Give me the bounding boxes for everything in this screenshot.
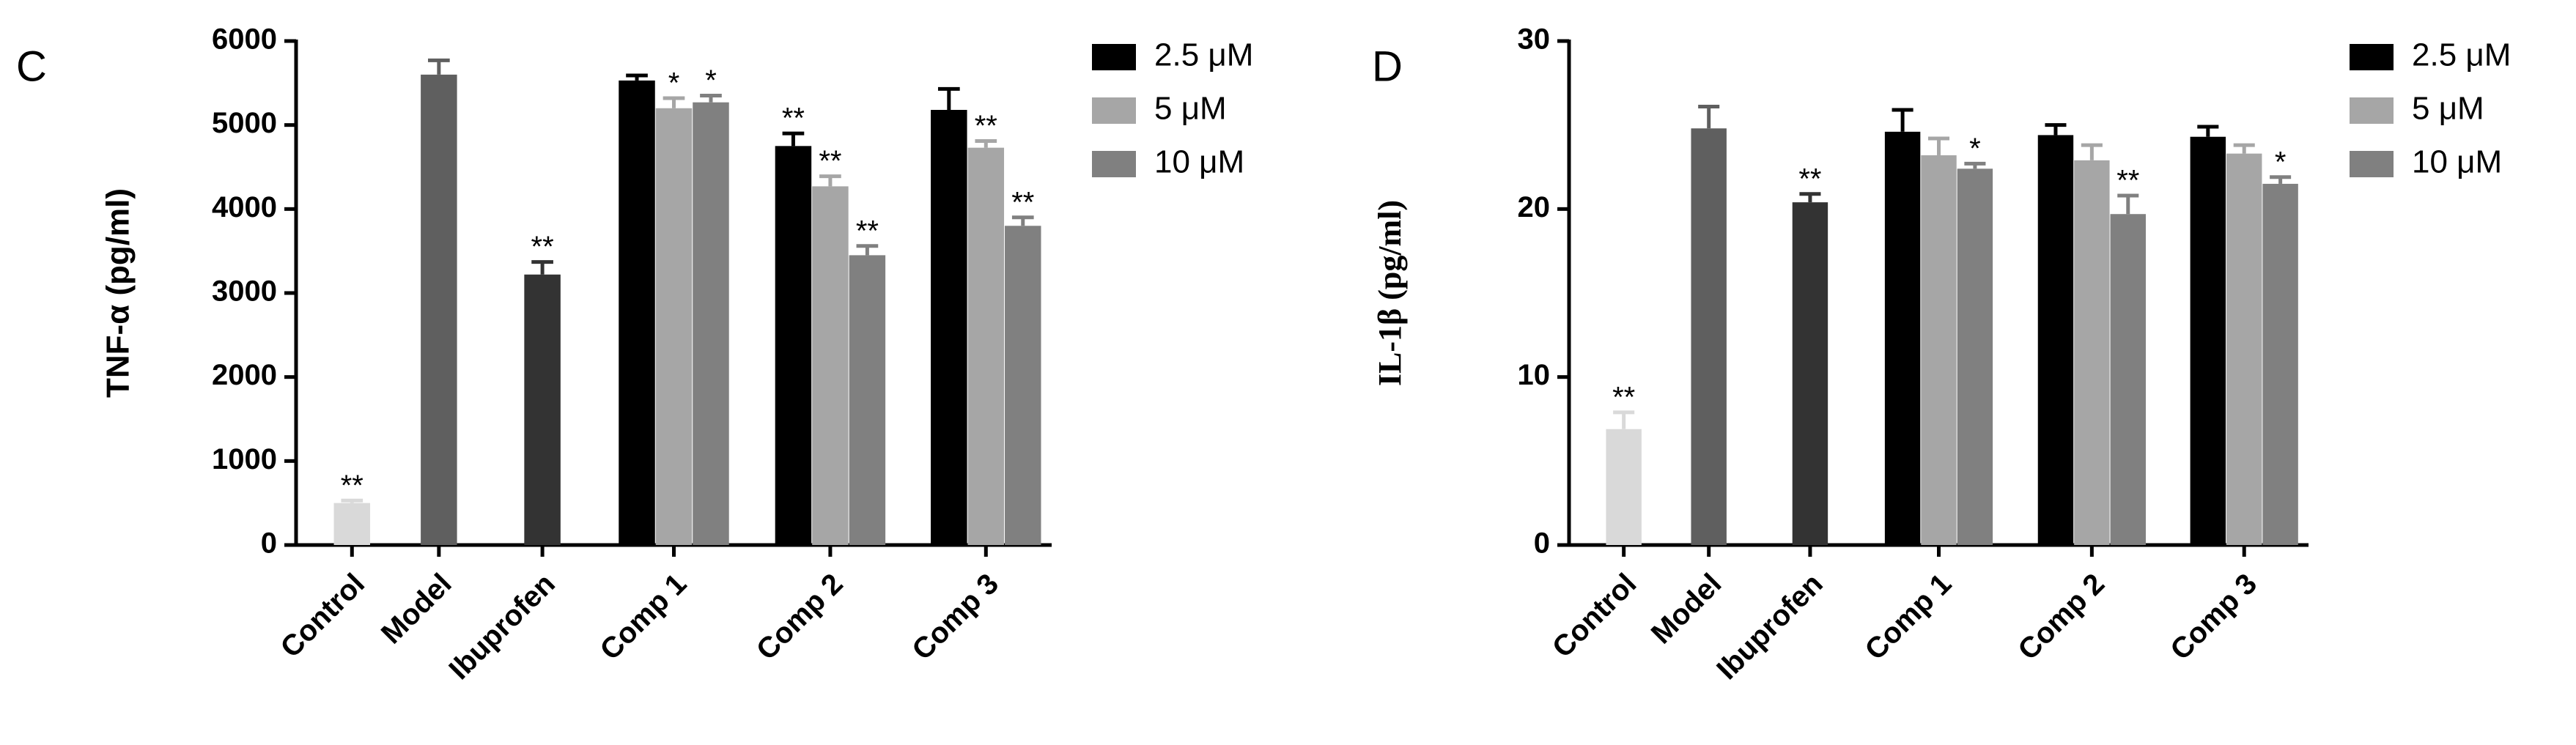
panel-label: C <box>16 42 47 90</box>
x-tick-label: Ibuprofen <box>443 568 561 686</box>
bar <box>1005 226 1041 545</box>
y-tick-label: 0 <box>261 527 277 560</box>
y-tick-label: 2000 <box>212 359 277 391</box>
bar <box>967 147 1005 546</box>
bar <box>775 146 812 546</box>
bar <box>421 74 457 545</box>
bar <box>1606 429 1642 545</box>
x-tick-label: Model <box>375 568 458 651</box>
bar <box>333 503 371 545</box>
legend-label: 5 μM <box>2412 91 2484 127</box>
y-tick-label: 6000 <box>212 23 277 56</box>
x-tick-label: Comp 1 <box>1859 568 1957 667</box>
x-tick-label: Control <box>1546 568 1643 664</box>
x-tick-label: Comp 2 <box>750 568 849 667</box>
bar <box>655 108 693 545</box>
x-tick-label: Model <box>1645 568 1728 651</box>
y-tick-label: 20 <box>1518 191 1551 223</box>
legend-swatch <box>2350 44 2394 70</box>
bar <box>2074 160 2110 545</box>
y-tick-label: 1000 <box>212 443 277 475</box>
x-tick-label: Control <box>274 568 371 664</box>
panel-label: D <box>1372 42 1403 90</box>
y-tick-label: 30 <box>1518 23 1551 56</box>
bar <box>2190 136 2226 546</box>
significance: ** <box>1798 163 1821 195</box>
bar <box>693 102 729 545</box>
legend-swatch <box>2350 151 2394 177</box>
bar <box>1792 202 1828 545</box>
significance: ** <box>975 110 997 142</box>
bar <box>619 80 655 546</box>
y-tick-label: 3000 <box>212 275 277 308</box>
y-axis-label: IL-1β (pg/ml) <box>1372 200 1408 386</box>
bar <box>2226 153 2262 546</box>
y-tick-label: 5000 <box>212 107 277 139</box>
bar <box>812 186 849 545</box>
legend-label: 10 μM <box>1154 144 1244 180</box>
significance: ** <box>782 103 805 135</box>
significance: ** <box>1612 381 1635 413</box>
legend-label: 5 μM <box>1154 91 1227 127</box>
bar <box>1691 128 1727 546</box>
significance: * <box>1969 133 1981 165</box>
bar <box>2262 183 2298 545</box>
bar <box>1921 155 1957 546</box>
x-tick-label: Comp 2 <box>2012 568 2111 667</box>
significance: ** <box>856 215 879 247</box>
legend-swatch <box>1092 44 1136 70</box>
bar <box>931 110 967 545</box>
x-tick-label: Ibuprofen <box>1710 568 1829 686</box>
significance: ** <box>1011 186 1034 218</box>
bar <box>1884 131 1921 546</box>
y-tick-label: 0 <box>1534 527 1550 560</box>
y-axis-label: TNF-α (pg/ml) <box>100 188 136 398</box>
bar <box>524 274 561 545</box>
x-tick-label: Comp 3 <box>906 568 1005 667</box>
y-tick-label: 10 <box>1518 359 1551 391</box>
legend-label: 10 μM <box>2412 144 2502 180</box>
bar <box>849 255 886 545</box>
bar <box>2037 135 2074 546</box>
significance: ** <box>341 470 363 502</box>
legend-label: 2.5 μM <box>2412 37 2511 73</box>
legend-label: 2.5 μM <box>1154 37 1253 73</box>
significance: ** <box>819 145 841 177</box>
bar <box>1957 168 1993 545</box>
significance: * <box>2275 146 2287 178</box>
bar <box>2110 214 2146 545</box>
x-tick-label: Comp 1 <box>594 568 693 667</box>
legend-swatch <box>2350 97 2394 124</box>
significance: ** <box>2116 165 2139 197</box>
significance: ** <box>531 231 554 263</box>
significance: * <box>705 64 717 97</box>
legend-swatch <box>1092 97 1136 124</box>
x-tick-label: Comp 3 <box>2164 568 2263 667</box>
legend-swatch <box>1092 151 1136 177</box>
significance: * <box>668 67 680 100</box>
y-tick-label: 4000 <box>212 191 277 223</box>
